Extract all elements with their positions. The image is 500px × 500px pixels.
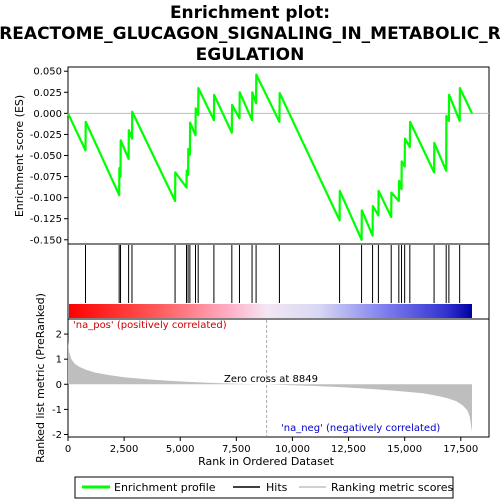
x-tick-label: 12,500	[331, 444, 366, 455]
es-profile-line	[67, 73, 473, 241]
hits-panel	[67, 243, 490, 320]
es-panel: 0.050 0.025 0.000 -0.025 -0.050 -0.075 -0.100 -…	[13, 66, 490, 246]
es-y-tick-label: -0.050	[30, 151, 62, 162]
es-y-axis-label: Enrichment score (ES)	[13, 95, 26, 217]
legend-label-enrichment-profile: Enrichment profile	[114, 481, 216, 494]
enrichment-profile-line	[67, 73, 473, 241]
legend: Enrichment profile Hits Ranking metric s…	[74, 476, 454, 499]
legend-label-ranking-metric: Ranking metric scores	[331, 481, 453, 494]
x-tick-label: 2,500	[110, 444, 139, 455]
es-y-tick-label: -0.150	[30, 235, 62, 246]
metric-y-tick-label: -1	[52, 405, 62, 416]
x-tick-label: 5,000	[166, 444, 195, 455]
hit-lines	[85, 245, 461, 303]
x-axis-label: Rank in Ordered Dataset	[198, 455, 335, 468]
zero-cross-label: Zero cross at 8849	[224, 374, 318, 385]
metric-panel: 2 1 0 -1 -2 0 2,500 5,000 7,500 10,000 12,500 15,0…	[34, 293, 490, 468]
metric-y-tick-label: 2	[56, 330, 62, 341]
x-tick-label: 0	[65, 444, 71, 455]
title-line-3: EGULATION	[196, 45, 305, 65]
es-y-tick-label: 0.050	[33, 67, 62, 78]
ranking-metric-fill	[68, 341, 472, 432]
metric-panel-frame	[67, 318, 490, 438]
x-tick-label: 17,500	[443, 444, 478, 455]
es-y-tick-label: -0.125	[30, 214, 62, 225]
legend-label-hits: Hits	[266, 481, 288, 494]
title-line-2: REACTOME_GLUCAGON_SIGNALING_IN_METABOLIC…	[0, 24, 500, 44]
metric-y-ticks: 2 1 0 -1 -2	[52, 330, 68, 441]
es-y-tick-label: -0.025	[30, 130, 62, 141]
legend-frame	[74, 476, 454, 499]
x-tick-label: 7,500	[222, 444, 251, 455]
neg-correlated-label: 'na_neg' (negatively correlated)	[281, 423, 440, 434]
es-panel-frame	[67, 66, 490, 245]
x-tick-label: 10,000	[275, 444, 310, 455]
es-y-tick-label: 0.025	[33, 88, 62, 99]
x-tick-label: 15,000	[387, 444, 422, 455]
es-y-tick-label: -0.100	[30, 193, 62, 204]
es-y-ticks: 0.050 0.025 0.000 -0.025 -0.050 -0.075 -0.100 -…	[30, 67, 68, 246]
metric-y-tick-label: -2	[52, 430, 62, 441]
ranking-metric-area	[68, 341, 472, 432]
metric-y-tick-label: 1	[56, 355, 62, 366]
es-y-tick-label: 0.000	[33, 109, 62, 120]
metric-y-axis-label: Ranked list metric (PreRanked)	[34, 293, 47, 463]
metric-x-ticks: 0 2,500 5,000 7,500 10,000 12,500 15,000 17,500	[65, 437, 478, 455]
rank-color-bar	[69, 304, 472, 318]
es-y-tick-label: -0.075	[30, 172, 62, 183]
metric-y-tick-label: 0	[56, 380, 62, 391]
pos-correlated-label: 'na_pos' (positively correlated)	[73, 320, 227, 331]
title-line-1: Enrichment plot:	[170, 3, 330, 23]
